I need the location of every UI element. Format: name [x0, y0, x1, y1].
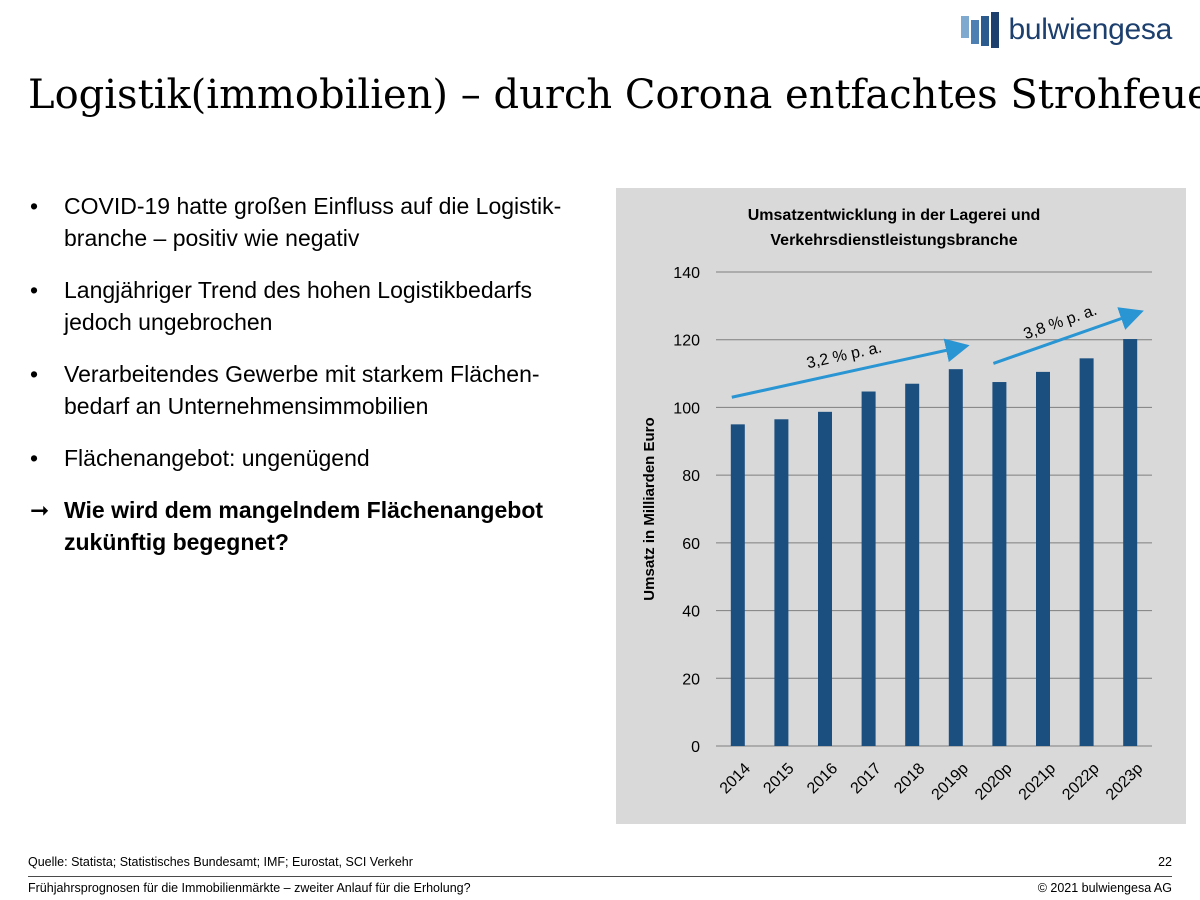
- bullet-item: • Flächenangebot: ungenügend: [30, 442, 590, 474]
- bullet-marker: •: [30, 445, 39, 471]
- x-tick-label: 2021p: [1016, 760, 1060, 804]
- bar: [1036, 371, 1050, 746]
- bar-chart: Umsatzentwicklung in der Lagerei und Verk…: [641, 207, 1152, 804]
- bullet-marker: •: [30, 193, 39, 219]
- chart-panel: Umsatzentwicklung in der Lagerei und Verk…: [616, 188, 1186, 824]
- trend-annotation: 3,8 % p. a.: [1021, 302, 1099, 343]
- y-axis-label: Umsatz in Milliarden Euro: [641, 417, 658, 600]
- y-tick-label: 0: [691, 739, 700, 756]
- bullet-text-line: bedarf an Unternehmensimmobilien: [64, 393, 429, 419]
- x-tick-label: 2018: [891, 760, 928, 797]
- y-tick-label: 60: [682, 536, 700, 553]
- y-tick-label: 40: [682, 604, 700, 621]
- footer-source: Quelle: Statista; Statistisches Bundesam…: [28, 855, 413, 869]
- bullet-marker: •: [30, 277, 39, 303]
- bullet-item: • Verarbeitendes Gewerbe mit starkem Flä…: [30, 358, 590, 422]
- x-tick-label: 2015: [760, 760, 797, 797]
- trend-arrow: [992, 307, 1144, 365]
- x-tick-label: 2020p: [972, 760, 1016, 804]
- x-tick-label: 2016: [804, 760, 841, 797]
- bullet-marker: •: [30, 361, 39, 387]
- y-tick-label: 80: [682, 468, 700, 485]
- bullet-text-line: zukünftig begegnet?: [64, 529, 289, 555]
- chart-title-line: Verkehrsdienstleistungsbranche: [770, 232, 1017, 249]
- y-tick-label: 20: [682, 671, 700, 688]
- bullet-text-line: Verarbeitendes Gewerbe mit starkem Fläch…: [64, 361, 540, 387]
- footer-title: Frühjahrsprognosen für die Immobilienmär…: [28, 881, 471, 895]
- bar: [1123, 339, 1138, 746]
- bullet-text-line: COVID-19 hatte großen Einfluss auf die L…: [64, 193, 562, 219]
- bullet-list: • COVID-19 hatte großen Einfluss auf die…: [30, 190, 590, 578]
- bullet-text-line: Langjähriger Trend des hohen Logistikbed…: [64, 277, 532, 303]
- footer-divider: [28, 876, 1172, 877]
- bullet-item: • COVID-19 hatte großen Einfluss auf die…: [30, 190, 590, 254]
- slide-title: Logistik(immobilien) – durch Corona entf…: [28, 72, 1200, 118]
- bullet-text-line: Flächenangebot: ungenügend: [64, 445, 370, 471]
- x-tick-label: 2017: [848, 760, 885, 797]
- x-tick-label: 2022p: [1059, 760, 1103, 804]
- trend-arrow: [731, 338, 970, 399]
- bullet-item-question: ➞ Wie wird dem mangelndem Flächenangebot…: [30, 494, 590, 558]
- bullet-text-line: branche – positiv wie negativ: [64, 225, 360, 251]
- logo-mark-icon: [960, 12, 999, 48]
- chart-title-line: Umsatzentwicklung in der Lagerei und: [748, 207, 1041, 224]
- bar: [948, 369, 963, 746]
- bar: [730, 424, 745, 746]
- x-tick-label: 2014: [717, 760, 754, 797]
- x-tick-label: 2019p: [928, 760, 972, 804]
- bar: [861, 391, 876, 746]
- bar: [774, 419, 789, 746]
- bar: [818, 411, 832, 746]
- y-tick-label: 120: [673, 333, 700, 350]
- arrow-right-icon: ➞: [30, 497, 50, 523]
- bar: [992, 382, 1007, 746]
- bullet-text-line: Wie wird dem mangelndem Flächenangebot: [64, 497, 544, 523]
- bullet-item: • Langjähriger Trend des hohen Logistikb…: [30, 274, 590, 338]
- page-number: 22: [1158, 855, 1172, 869]
- bullet-text-line: jedoch ungebrochen: [64, 309, 273, 335]
- logo-text: bulwiengesa: [1008, 13, 1173, 46]
- bar: [905, 383, 920, 746]
- bar: [1079, 358, 1094, 746]
- footer-copyright: © 2021 bulwiengesa AG: [1037, 881, 1172, 895]
- y-tick-label: 100: [673, 400, 700, 417]
- y-tick-label: 140: [673, 265, 700, 282]
- logo: bulwiengesa: [959, 8, 1173, 52]
- x-tick-label: 2023p: [1103, 760, 1147, 804]
